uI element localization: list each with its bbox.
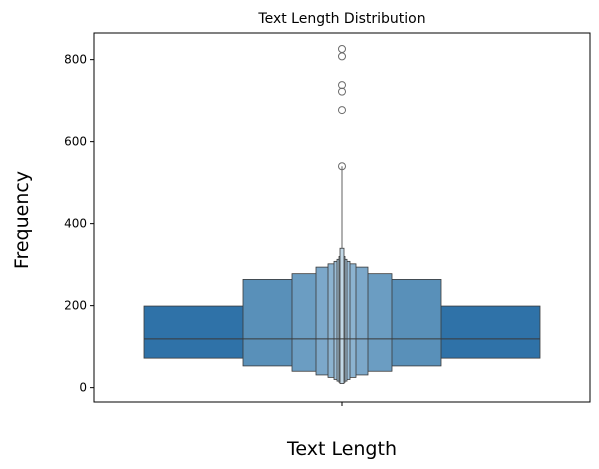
outlier-point	[338, 44, 346, 53]
y-axis: 0 200 400 600 800	[64, 53, 94, 395]
y-tick-label: 800	[64, 53, 87, 67]
outlier-point	[338, 106, 346, 115]
y-tick-label: 200	[64, 299, 87, 313]
x-axis-label: Text Length	[286, 438, 397, 460]
y-tick-label: 0	[79, 381, 87, 395]
chart-title: Text Length Distribution	[257, 11, 425, 27]
plot-area	[143, 44, 541, 384]
y-tick-label: 400	[64, 217, 87, 231]
y-tick-label: 600	[64, 135, 87, 149]
y-axis-label: Frequency	[11, 171, 33, 269]
outlier-point	[338, 162, 346, 171]
boxen-level-9	[339, 247, 345, 384]
outlier-point	[338, 81, 346, 90]
outlier-point	[338, 87, 346, 96]
outlier-point	[338, 52, 346, 61]
